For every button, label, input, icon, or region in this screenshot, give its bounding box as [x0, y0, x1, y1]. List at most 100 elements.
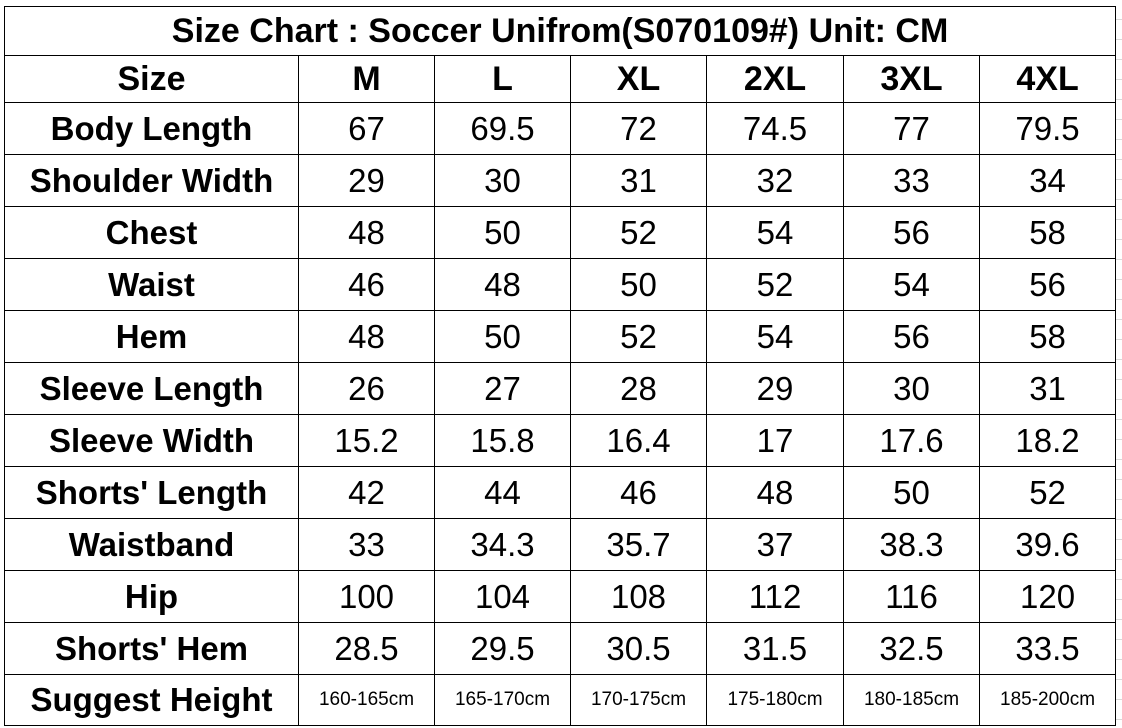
table-cell: 32.5: [843, 622, 980, 675]
row-label: Chest: [4, 206, 299, 259]
table-row: Body Length 67 69.5 72 74.5 77 79.5: [4, 102, 1117, 155]
table-cell: 56: [843, 206, 980, 259]
table-cell: 48: [298, 206, 435, 259]
table-row: Waistband 33 34.3 35.7 37 38.3 39.6: [4, 518, 1117, 571]
table-cell: 67: [298, 102, 435, 155]
table-cell: 35.7: [570, 518, 707, 571]
table-row: Shoulder Width 29 30 31 32 33 34: [4, 154, 1117, 207]
table-cell: 30: [843, 362, 980, 415]
table-cell: 33.5: [978, 622, 1117, 675]
table-cell: 69.5: [434, 102, 571, 155]
table-cell: 15.8: [434, 414, 571, 467]
row-label: Sleeve Width: [4, 414, 299, 467]
table-cell: 180-185cm: [843, 674, 980, 726]
table-cell: 34.3: [434, 518, 571, 571]
table-row: Shorts' Hem 28.5 29.5 30.5 31.5 32.5 33.5: [4, 622, 1117, 675]
table-cell: 37: [706, 518, 844, 571]
table-row: Chest 48 50 52 54 56 58: [4, 206, 1117, 259]
table-row: Hip 100 104 108 112 116 120: [4, 570, 1117, 623]
column-header-l: L: [434, 55, 571, 103]
table-cell: 104: [434, 570, 571, 623]
table-row: Sleeve Length 26 27 28 29 30 31: [4, 362, 1117, 415]
header-row: Size M L XL 2XL 3XL 4XL: [4, 55, 1117, 103]
table-cell: 28.5: [298, 622, 435, 675]
column-header-2xl: 2XL: [706, 55, 844, 103]
table-cell: 17: [706, 414, 844, 467]
table-row: Hem 48 50 52 54 56 58: [4, 310, 1117, 363]
table-cell: 15.2: [298, 414, 435, 467]
row-label: Sleeve Length: [4, 362, 299, 415]
table-cell: 30: [434, 154, 571, 207]
table-cell: 50: [570, 258, 707, 311]
table-cell: 52: [570, 206, 707, 259]
table-cell: 44: [434, 466, 571, 519]
table-cell: 33: [298, 518, 435, 571]
table-cell: 52: [978, 466, 1117, 519]
table-cell: 31.5: [706, 622, 844, 675]
table-cell: 108: [570, 570, 707, 623]
row-label: Body Length: [4, 102, 299, 155]
table-cell: 16.4: [570, 414, 707, 467]
table-row: Sleeve Width 15.2 15.8 16.4 17 17.6 18.2: [4, 414, 1117, 467]
table-cell: 17.6: [843, 414, 980, 467]
table-cell: 77: [843, 102, 980, 155]
table-cell: 50: [434, 206, 571, 259]
table-cell: 38.3: [843, 518, 980, 571]
table-cell: 120: [978, 570, 1117, 623]
table-cell: 74.5: [706, 102, 844, 155]
table-row: Waist 46 48 50 52 54 56: [4, 258, 1117, 311]
table-cell: 39.6: [978, 518, 1117, 571]
table-row: Suggest Height 160-165cm 165-170cm 170-175c…: [4, 674, 1117, 726]
column-header-4xl: 4XL: [978, 55, 1117, 103]
row-label: Shoulder Width: [4, 154, 299, 207]
row-label: Shorts' Length: [4, 466, 299, 519]
table-cell: 50: [843, 466, 980, 519]
table-cell: 48: [434, 258, 571, 311]
table-cell: 165-170cm: [434, 674, 571, 726]
table-cell: 52: [706, 258, 844, 311]
table-cell: 100: [298, 570, 435, 623]
row-label: Hem: [4, 310, 299, 363]
table-cell: 56: [978, 258, 1117, 311]
row-label: Waist: [4, 258, 299, 311]
table-cell: 54: [706, 310, 844, 363]
size-chart-table: Size Chart : Soccer Unifrom(S070109#) Un…: [3, 6, 1117, 726]
table-cell: 58: [978, 310, 1117, 363]
column-header-m: M: [298, 55, 435, 103]
table-cell: 112: [706, 570, 844, 623]
table-cell: 160-165cm: [298, 674, 435, 726]
table-cell: 31: [978, 362, 1117, 415]
column-header-size: Size: [4, 55, 299, 103]
table-cell: 29: [706, 362, 844, 415]
table-cell: 30.5: [570, 622, 707, 675]
table-cell: 50: [434, 310, 571, 363]
table-cell: 33: [843, 154, 980, 207]
title-row: Size Chart : Soccer Unifrom(S070109#) Un…: [3, 6, 1117, 56]
table-cell: 48: [298, 310, 435, 363]
row-label: Suggest Height: [4, 674, 299, 726]
table-cell: 58: [978, 206, 1117, 259]
table-cell: 54: [843, 258, 980, 311]
table-cell: 26: [298, 362, 435, 415]
table-cell: 27: [434, 362, 571, 415]
table-cell: 54: [706, 206, 844, 259]
row-label: Hip: [4, 570, 299, 623]
table-cell: 29: [298, 154, 435, 207]
table-cell: 46: [570, 466, 707, 519]
table-cell: 79.5: [978, 102, 1117, 155]
table-cell: 28: [570, 362, 707, 415]
table-cell: 32: [706, 154, 844, 207]
table-cell: 52: [570, 310, 707, 363]
row-label: Waistband: [4, 518, 299, 571]
table-cell: 175-180cm: [706, 674, 844, 726]
table-cell: 56: [843, 310, 980, 363]
table-cell: 72: [570, 102, 707, 155]
table-cell: 29.5: [434, 622, 571, 675]
spreadsheet-gridlines: [1116, 0, 1122, 728]
table-row: Shorts' Length 42 44 46 48 50 52: [4, 466, 1117, 519]
table-cell: 116: [843, 570, 980, 623]
table-cell: 42: [298, 466, 435, 519]
table-cell: 46: [298, 258, 435, 311]
table-cell: 31: [570, 154, 707, 207]
table-cell: 34: [978, 154, 1117, 207]
